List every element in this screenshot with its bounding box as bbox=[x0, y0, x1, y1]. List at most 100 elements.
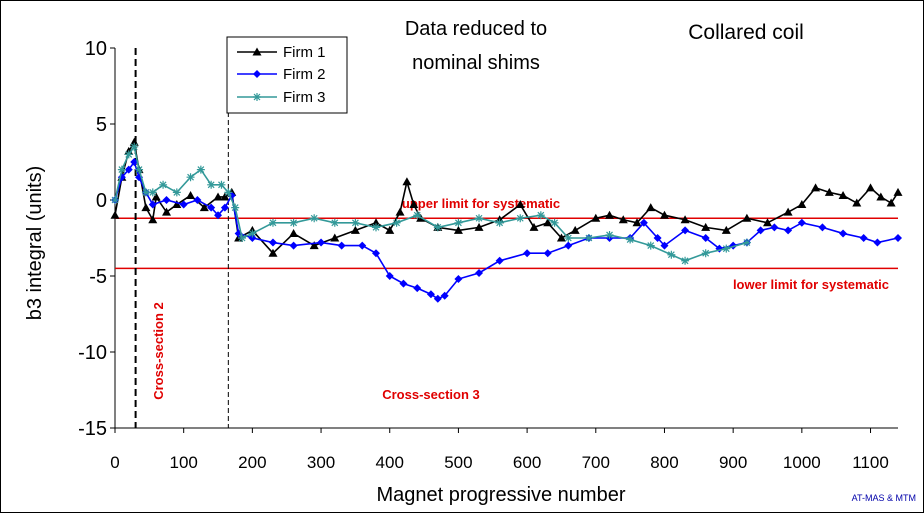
data-point bbox=[162, 196, 171, 204]
legend-label-firm3: Firm 3 bbox=[283, 89, 326, 106]
y-tick-label: -10 bbox=[78, 342, 107, 364]
data-point bbox=[770, 223, 779, 232]
data-point bbox=[268, 248, 278, 257]
chart-title: Collared coil bbox=[688, 21, 804, 44]
data-point bbox=[591, 213, 601, 222]
data-point bbox=[701, 222, 711, 231]
data-point bbox=[213, 192, 223, 201]
legend-marker bbox=[253, 93, 261, 101]
data-point bbox=[124, 150, 133, 159]
data-point bbox=[289, 218, 298, 227]
data-point bbox=[148, 188, 157, 197]
legend-label-firm2: Firm 2 bbox=[283, 66, 326, 83]
data-point bbox=[402, 177, 412, 186]
x-tick-label: 900 bbox=[719, 453, 747, 472]
x-tick-label: 1000 bbox=[783, 453, 821, 472]
data-point bbox=[742, 213, 752, 222]
data-point bbox=[214, 211, 223, 220]
data-point bbox=[310, 214, 319, 223]
x-tick-label: 500 bbox=[444, 453, 472, 472]
data-point bbox=[309, 241, 319, 250]
data-point bbox=[392, 218, 401, 227]
data-point bbox=[783, 207, 793, 216]
data-point bbox=[646, 241, 655, 250]
data-point bbox=[763, 218, 772, 227]
data-point bbox=[536, 211, 545, 220]
y-tick-label: -15 bbox=[78, 418, 107, 440]
x-tick-label: 200 bbox=[238, 453, 266, 472]
data-point bbox=[722, 244, 731, 253]
data-point bbox=[852, 198, 862, 207]
legend-marker bbox=[252, 47, 262, 56]
data-point bbox=[268, 218, 277, 227]
data-point bbox=[495, 256, 504, 265]
data-point bbox=[784, 226, 793, 235]
data-point bbox=[330, 233, 340, 242]
data-point bbox=[660, 241, 669, 250]
data-point bbox=[721, 225, 731, 234]
legend-label-firm1: Firm 1 bbox=[283, 44, 326, 61]
data-point bbox=[797, 200, 807, 209]
data-point bbox=[248, 229, 257, 238]
data-point bbox=[399, 279, 408, 288]
data-point bbox=[474, 222, 484, 231]
data-point bbox=[350, 225, 360, 234]
data-point bbox=[351, 218, 360, 227]
data-point bbox=[395, 207, 405, 216]
data-point bbox=[859, 234, 868, 242]
data-point bbox=[238, 234, 247, 242]
cross-section-2-label: Cross-section 2 bbox=[151, 302, 166, 400]
legend-marker bbox=[253, 70, 261, 78]
data-point bbox=[207, 203, 216, 212]
data-point bbox=[159, 180, 168, 189]
data-point bbox=[141, 188, 150, 197]
data-point bbox=[358, 241, 367, 250]
data-point bbox=[626, 235, 635, 244]
data-point bbox=[523, 249, 532, 258]
lower-limit-label: lower limit for systematic bbox=[733, 277, 889, 292]
data-point bbox=[680, 215, 690, 224]
chart-subtitle-line1: Data reduced to bbox=[405, 18, 547, 40]
data-point bbox=[433, 223, 442, 232]
y-tick-label: 0 bbox=[96, 190, 107, 212]
data-point bbox=[681, 226, 690, 235]
data-point bbox=[426, 290, 435, 299]
data-point bbox=[289, 241, 298, 250]
data-point bbox=[659, 210, 669, 219]
data-point bbox=[337, 241, 346, 250]
x-tick-label: 400 bbox=[376, 453, 404, 472]
data-point bbox=[148, 200, 157, 209]
data-point bbox=[193, 196, 202, 204]
data-point bbox=[653, 234, 662, 242]
y-tick-label: 10 bbox=[85, 38, 107, 60]
data-point bbox=[135, 165, 144, 174]
data-point bbox=[268, 238, 277, 247]
data-point bbox=[413, 284, 422, 293]
y-tick-label: 5 bbox=[96, 114, 107, 136]
data-point bbox=[556, 233, 566, 242]
data-point bbox=[199, 203, 209, 212]
data-point bbox=[224, 188, 233, 197]
data-point bbox=[433, 294, 442, 303]
data-point bbox=[372, 223, 380, 232]
data-point bbox=[639, 218, 648, 227]
y-axis-title: b3 integral (units) bbox=[24, 166, 46, 321]
data-point bbox=[151, 192, 161, 201]
data-point bbox=[681, 256, 690, 265]
data-point bbox=[385, 225, 395, 234]
data-point bbox=[543, 218, 553, 227]
data-point bbox=[475, 268, 484, 277]
data-point bbox=[409, 200, 419, 209]
x-tick-label: 300 bbox=[307, 453, 335, 472]
data-point bbox=[317, 238, 326, 247]
data-point bbox=[372, 249, 380, 258]
data-point bbox=[172, 188, 181, 197]
x-axis-title: Magnet progressive number bbox=[376, 484, 625, 506]
data-point bbox=[413, 211, 422, 220]
data-point bbox=[217, 180, 226, 189]
data-point bbox=[453, 225, 463, 234]
data-point bbox=[866, 183, 876, 192]
data-point bbox=[876, 192, 886, 201]
data-point bbox=[186, 190, 196, 199]
x-tick-label: 800 bbox=[650, 453, 678, 472]
